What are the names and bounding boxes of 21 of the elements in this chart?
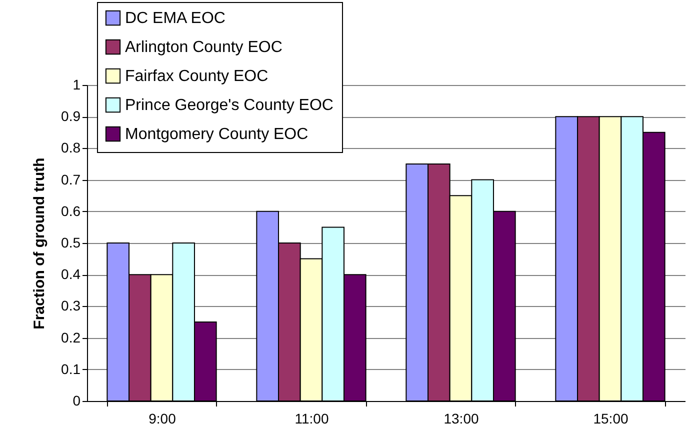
y-tick-label: 1 bbox=[72, 76, 81, 92]
legend-label: Arlington County EOC bbox=[125, 39, 282, 56]
y-axis-title: Fraction of ground truth bbox=[31, 158, 48, 330]
y-tick-label: 0.3 bbox=[61, 298, 81, 314]
x-tick-label: 15:00 bbox=[593, 410, 628, 426]
y-tick-label: 0.5 bbox=[61, 234, 81, 250]
x-tick-label: 13:00 bbox=[444, 410, 479, 426]
y-tick-label: 0.8 bbox=[61, 140, 81, 156]
x-tick-label: 9:00 bbox=[148, 410, 176, 426]
x-tick-label: 11:00 bbox=[294, 410, 329, 426]
legend-label: DC EMA EOC bbox=[125, 10, 226, 27]
y-tick-label: 0.1 bbox=[61, 360, 81, 377]
legend-label: Fairfax County EOC bbox=[125, 68, 268, 85]
y-tick-label: 0.9 bbox=[61, 108, 81, 124]
y-tick-label: 0.4 bbox=[61, 266, 81, 282]
legend-label: Montgomery County EOC bbox=[125, 126, 308, 143]
legend-label: Prince George's County EOC bbox=[125, 97, 334, 114]
y-tick-label: 0.7 bbox=[61, 171, 81, 188]
y-tick-label: 0.2 bbox=[61, 329, 81, 346]
y-tick-label: 0 bbox=[72, 392, 81, 408]
y-tick-label: 0.6 bbox=[61, 202, 81, 219]
